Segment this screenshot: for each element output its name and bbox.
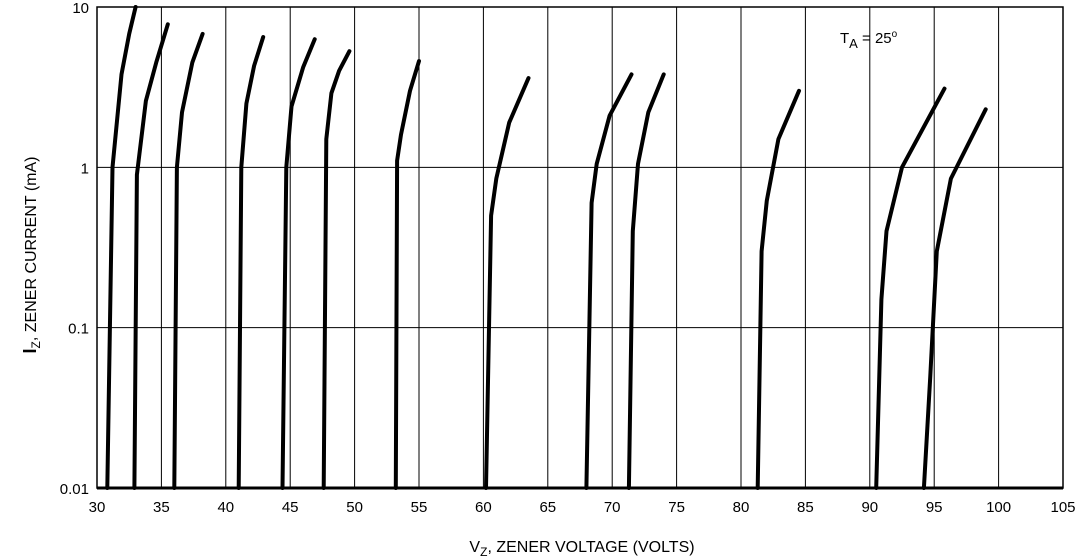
zener-curve	[626, 72, 666, 490]
annotation-main: T	[840, 30, 849, 47]
y-axis-title-sub: Z	[29, 341, 43, 348]
zener-curve	[484, 76, 531, 490]
x-tick-label: 90	[861, 499, 878, 516]
zener-curve	[874, 86, 947, 490]
plot-frame	[96, 6, 1064, 489]
x-tick-label: 50	[346, 499, 363, 516]
zener-curve	[132, 22, 170, 490]
zener-curve	[921, 107, 988, 490]
x-tick-label: 55	[411, 499, 428, 516]
x-axis-title-sub: Z	[480, 545, 487, 559]
x-tick-label: 100	[986, 499, 1011, 516]
zener-curve	[393, 59, 421, 490]
x-tick-label: 45	[282, 499, 299, 516]
annotation-rest: = 25	[858, 30, 892, 47]
x-axis-title-rest: , ZENER VOLTAGE (VOLTS)	[487, 539, 694, 556]
x-tick-label: 30	[89, 499, 106, 516]
x-tick-label: 95	[926, 499, 943, 516]
temperature-annotation: TA = 25o	[840, 29, 898, 51]
y-tick-label: 0.01	[60, 481, 89, 498]
y-tick-label: 1	[81, 160, 89, 177]
x-tick-label: 40	[217, 499, 234, 516]
y-axis-title-rest: , ZENER CURRENT (mA)	[23, 157, 40, 342]
x-axis-title: VZ, ZENER VOLTAGE (VOLTS)	[469, 539, 694, 559]
x-tick-label: 85	[797, 499, 814, 516]
y-tick-label: 0.1	[68, 321, 89, 338]
annotation-sup: o	[892, 29, 898, 40]
x-tick-label: 60	[475, 499, 492, 516]
y-tick-labels: 0.01 0.1 1 10	[60, 0, 89, 498]
zener-curve	[236, 35, 266, 490]
x-tick-label: 75	[668, 499, 685, 516]
x-tick-label: 70	[604, 499, 621, 516]
x-tick-labels: 30 35 40 45 50 55 60 65 70 75 80 85 90 95 100 105	[89, 499, 1076, 516]
zener-curve	[321, 49, 352, 490]
annotation-sub: A	[849, 36, 858, 51]
series-curves	[105, 5, 988, 490]
zener-curve	[105, 5, 138, 490]
y-axis-title: IZ, ZENER CURRENT (mA)	[20, 157, 43, 354]
zener-curve	[280, 37, 317, 490]
x-axis-title-main: V	[469, 539, 480, 556]
y-tick-label: 10	[72, 0, 89, 17]
x-tick-label: 65	[539, 499, 556, 516]
zener-curve	[172, 31, 205, 490]
zener-curve	[755, 88, 801, 490]
x-tick-label: 35	[153, 499, 170, 516]
x-tick-label: 80	[733, 499, 750, 516]
y-axis-title-main: I	[20, 348, 40, 353]
x-tick-label: 105	[1050, 499, 1075, 516]
zener-curve	[584, 72, 634, 490]
